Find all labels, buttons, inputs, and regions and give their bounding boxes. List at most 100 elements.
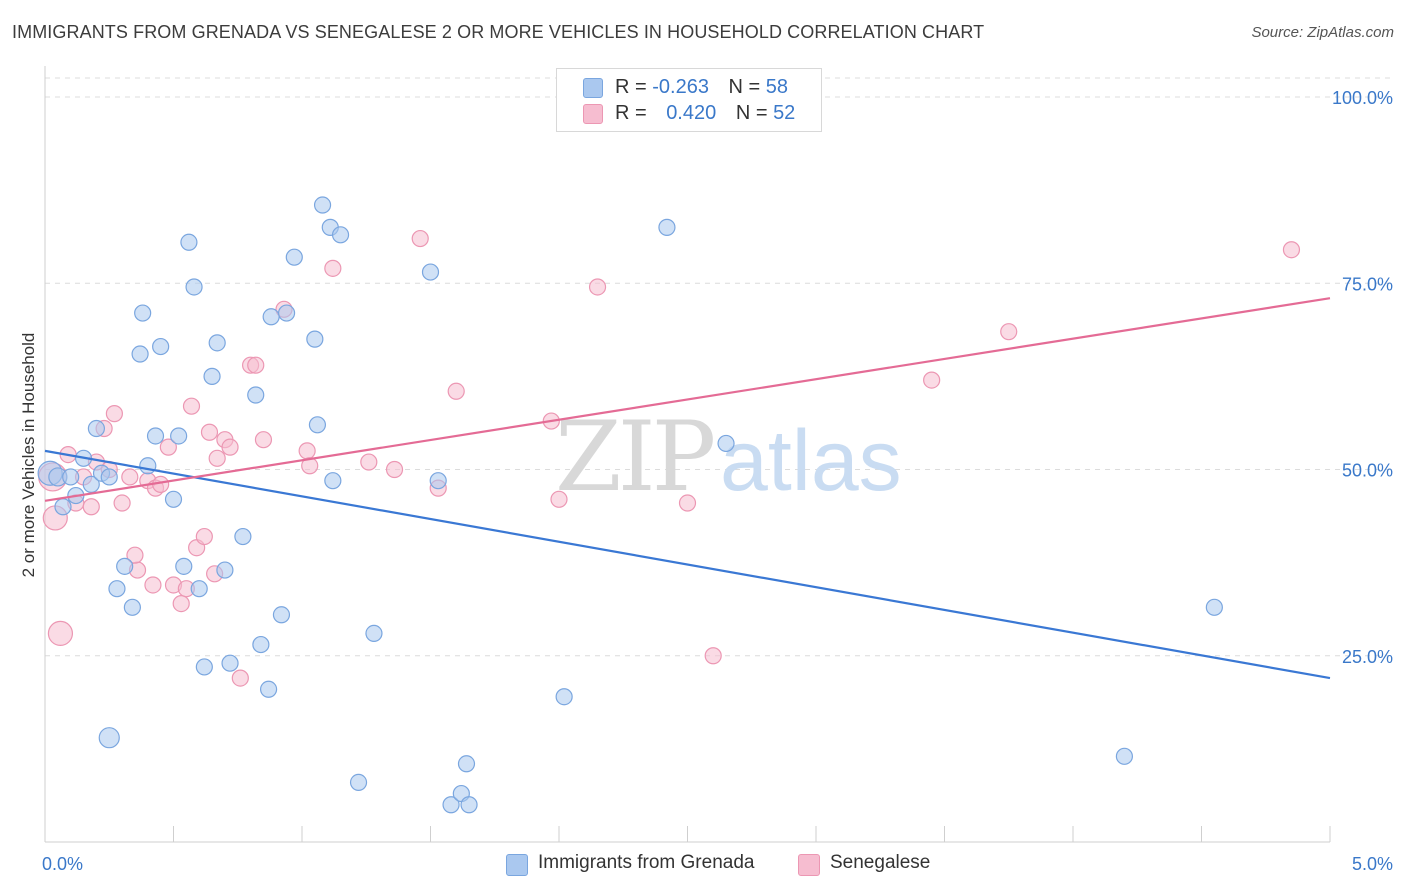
grenada-point [460,796,478,814]
legend-swatch-senegalese [583,104,603,124]
senegalese-point [254,431,273,449]
grenada-point [324,472,342,490]
grenada-point [108,580,126,598]
grenada-point [208,334,226,352]
watermark-zip: ZIP [555,401,714,513]
grenada-point [421,263,440,281]
senegalese-point [113,494,131,512]
grenada-point [285,248,303,266]
bottom-legend-label-grenada: Immigrants from Grenada [538,852,755,873]
senegalese-point [301,457,319,475]
grenada-point [190,580,208,598]
grenada-point [247,386,265,404]
grenada-point [308,416,327,434]
grenada-point [175,557,193,575]
senegalese-point [588,278,607,296]
senegalese-point [231,669,249,687]
grenada-point [365,624,383,643]
senegalese-point [360,453,378,471]
grenada-point [152,337,170,356]
senegalese-point [385,460,404,479]
legend-swatch-grenada [583,78,603,98]
legend-n-value: 52 [773,102,796,124]
grenada-point [54,498,72,516]
grenada-point [1205,598,1223,616]
x-tick-labels: 0.0% 5.0% [42,854,1393,874]
grenada-point [272,606,291,624]
grenada-point [457,755,476,773]
grenada-point [185,278,203,296]
grenada-point [195,658,213,676]
grenada-point [139,457,157,475]
watermark: ZIP atlas [555,401,902,513]
senegalese-point [247,356,265,374]
x-tick-label: 0.0% [42,854,83,874]
senegalese-point [105,405,123,423]
legend-n-label: N = [728,76,766,98]
y-tick-label: 50.0% [1342,461,1393,481]
grenada-point [306,330,324,348]
senegalese-trend-line [44,297,1331,502]
senegalese-point [172,594,190,613]
grenada-point [717,434,735,453]
senegalese-point [182,397,201,415]
senegalese-point [47,620,74,647]
senegalese-point [1282,241,1301,259]
grenada-point [555,688,573,706]
senegalese-point [126,546,144,564]
grenada-point [123,598,141,616]
legend-r-value: -0.263 [652,76,709,98]
grenada-point [116,557,134,575]
grenada-point [170,427,188,445]
grenada-point [221,654,239,672]
senegalese-point [1000,323,1018,341]
legend-n-label: N = [735,102,774,124]
grenada-point [87,419,106,438]
senegalese-point [144,576,162,594]
senegalese-point [550,490,568,508]
grenada-point [252,635,270,654]
senegalese-point [704,647,722,665]
bottom-legend-label-senegalese: Senegalese [830,852,931,873]
grenada-point [262,308,280,326]
x-tick-label: 5.0% [1352,854,1393,874]
grenada-point [331,226,350,244]
senegalese-point [121,468,139,486]
grenada-point [164,490,183,508]
grenada-point [216,561,234,579]
grenada-point [658,218,676,236]
grenada-point [134,304,152,322]
axes [44,66,1331,843]
senegalese-point [195,527,213,546]
grenada-point [203,367,221,385]
correlation-legend: R = -0.263 N = 58 R = 0.420 N = 52 [556,68,822,132]
y-tick-label: 25.0% [1342,647,1393,667]
senegalese-point [298,442,316,460]
bottom-legend-swatch-senegalese [798,854,820,876]
grenada-point [1115,747,1134,765]
grenada-point [429,472,447,490]
grenada-point [98,727,120,749]
senegalese-point [923,371,941,389]
grenada-point [234,527,252,546]
trend-lines [44,297,1331,680]
grenada-point [313,196,332,214]
legend-n-value: 58 [765,76,789,98]
source-label: Source: ZipAtlas.com [1251,24,1394,41]
grenada-point [100,468,118,486]
grenada-point [442,796,460,814]
senegalese-point [324,259,342,277]
grenada-point [131,345,149,363]
senegalese-point [221,438,239,456]
grenada-trend-line [44,449,1331,680]
legend-r-label: R = [615,76,653,98]
senegalese-point [411,229,429,248]
legend-r-value: 0.420 [666,102,717,124]
y-tick-label: 75.0% [1342,274,1393,294]
y-tick-label: 100.0% [1332,88,1393,108]
senegalese-point [82,498,100,516]
senegalese-point [678,494,697,512]
watermark-atlas: atlas [720,413,902,509]
grenada-point [62,468,80,486]
